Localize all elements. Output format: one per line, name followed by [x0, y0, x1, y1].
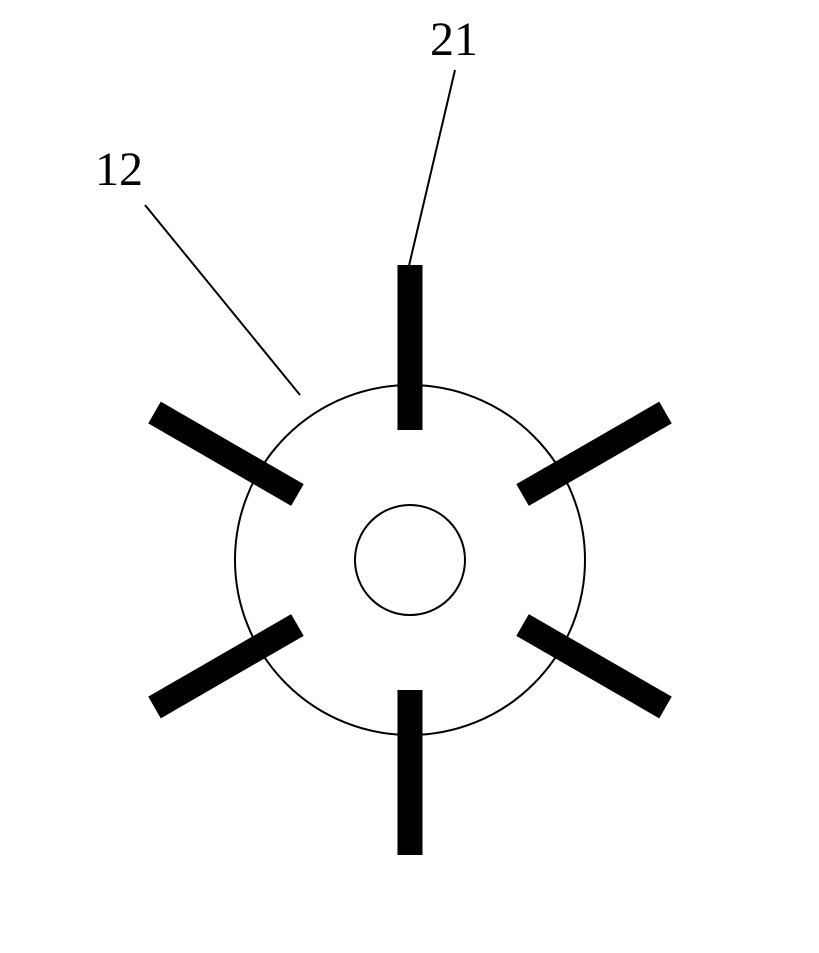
spoke-5	[516, 402, 671, 506]
spoke-2	[148, 614, 303, 718]
outer-circle	[235, 385, 585, 735]
spokes-group	[148, 265, 671, 855]
inner-circle	[355, 505, 465, 615]
spoke-1	[148, 402, 303, 506]
label_12-label: 12	[95, 143, 143, 196]
spoke-0	[398, 265, 423, 430]
label_12-leader-line	[145, 205, 300, 395]
label_21-leader-line	[408, 70, 455, 270]
diagram-canvas: 12 21	[0, 0, 819, 953]
spoke-3	[398, 690, 423, 855]
spoke-4	[516, 614, 671, 718]
label_21-label: 21	[430, 13, 478, 66]
